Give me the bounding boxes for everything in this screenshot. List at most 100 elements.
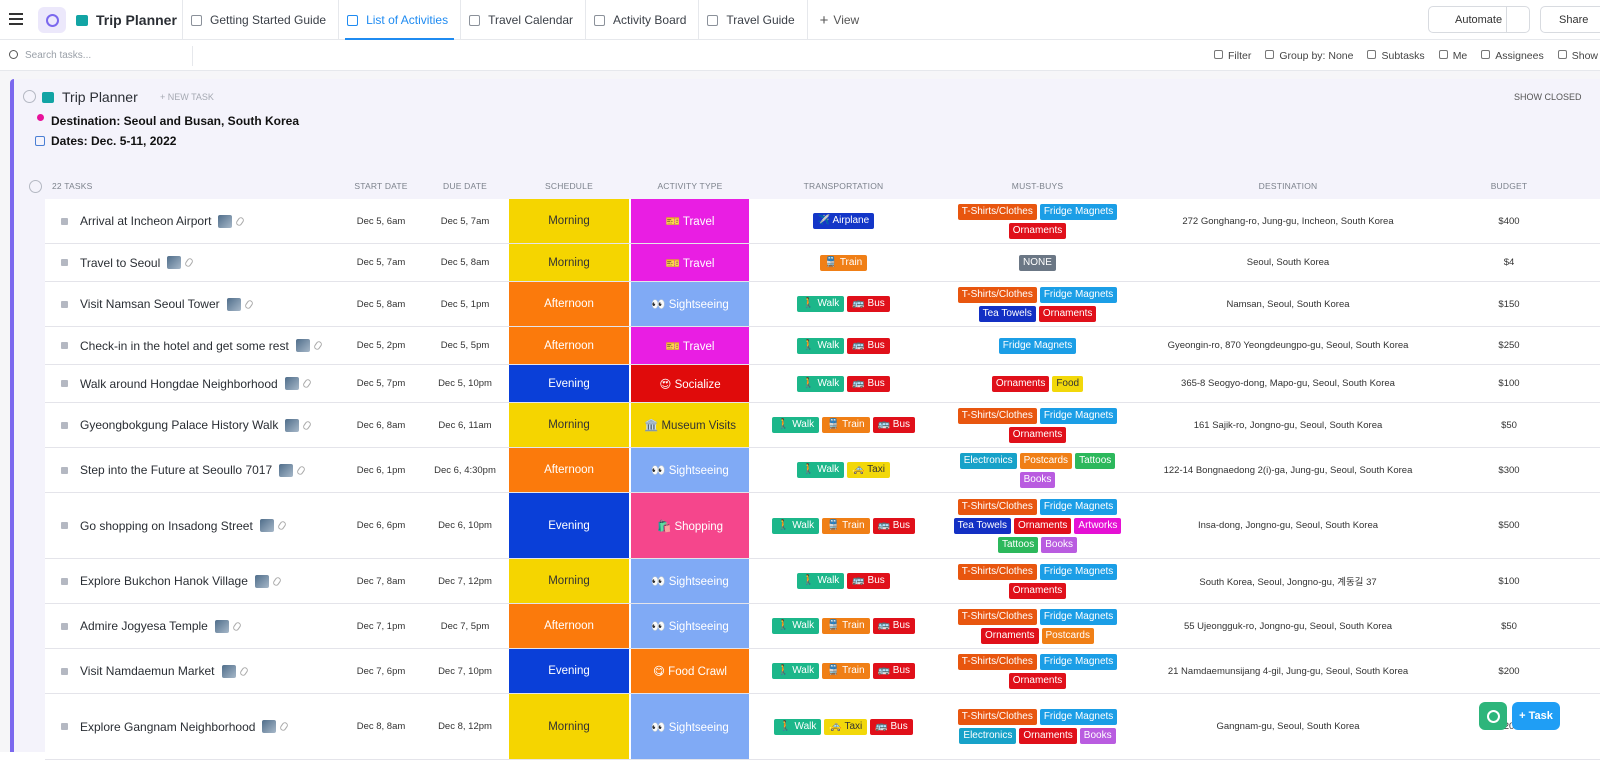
tag[interactable]: Ornaments [1019, 728, 1077, 744]
task-name[interactable]: Check-in in the hotel and get some rest [80, 338, 289, 353]
activity-cell[interactable]: 🎫 Travel [630, 244, 750, 281]
status-square[interactable] [61, 259, 68, 266]
schedule-cell[interactable]: Afternoon [508, 327, 630, 364]
tag[interactable]: 🚌 Bus [847, 375, 890, 392]
tag[interactable]: Ornaments [991, 375, 1050, 392]
task-name[interactable]: Walk around Hongdae Neighborhood [80, 376, 278, 391]
tag[interactable]: T-Shirts/Clothes [957, 286, 1037, 303]
tag[interactable]: Tattoos [997, 536, 1039, 553]
tag[interactable]: Books [1041, 536, 1078, 553]
column-header[interactable]: 22 TASKS [52, 181, 93, 191]
task-row[interactable]: Visit Namsan Seoul Tower Dec 5, 8am Dec 5,… [45, 282, 1600, 327]
status-square[interactable] [61, 300, 68, 308]
column-header[interactable]: DESTINATION [1258, 181, 1318, 191]
tag[interactable]: Ornaments [1008, 426, 1067, 443]
timer-button[interactable] [1479, 702, 1507, 730]
tag[interactable]: 🚶 Walk [797, 337, 845, 354]
task-name[interactable]: Visit Namdaemun Market [80, 664, 215, 678]
activity-cell[interactable]: 👀 Sightseeing [630, 694, 750, 759]
tag[interactable]: Artworks [1074, 517, 1122, 534]
activity-cell[interactable]: 👀 Sightseeing [630, 282, 750, 326]
tag[interactable]: 🚌 Bus [872, 663, 916, 679]
tag[interactable]: Fridge Magnets [1039, 653, 1118, 670]
schedule-cell[interactable]: Afternoon [508, 604, 630, 648]
tag[interactable]: 🚆 Train [822, 417, 870, 433]
schedule-cell[interactable]: Evening [508, 649, 630, 693]
tag[interactable]: Electronics [959, 452, 1017, 469]
tag[interactable]: Tattoos [1075, 452, 1116, 469]
add-view-button[interactable]: View [806, 0, 859, 40]
tag[interactable]: 🚶 Walk [771, 618, 820, 634]
task-name[interactable]: Visit Namsan Seoul Tower [80, 297, 220, 311]
toolbar-button[interactable]: Show [1558, 50, 1598, 62]
tag[interactable]: 🚕 Taxi [824, 718, 868, 735]
activity-cell[interactable]: 🛍️ Shopping [630, 493, 750, 558]
status-square[interactable] [61, 723, 68, 730]
task-row[interactable]: Arrival at Incheon Airport Dec 5, 6am Dec … [45, 199, 1600, 244]
tag[interactable]: Tea Towels [978, 305, 1036, 322]
schedule-cell[interactable]: Evening [508, 365, 630, 402]
status-square[interactable] [61, 577, 68, 585]
tag[interactable]: 🚌 Bus [872, 417, 916, 433]
tag[interactable]: T-Shirts/Clothes [957, 498, 1037, 515]
tag[interactable]: 🚶 Walk [797, 296, 845, 312]
schedule-cell[interactable]: Morning [508, 199, 630, 243]
group-toggle[interactable] [29, 180, 42, 193]
column-header[interactable]: SCHEDULE [545, 181, 593, 191]
tag[interactable]: 🚶 Walk [771, 417, 820, 433]
view-tab[interactable]: Getting Started Guide [182, 0, 338, 40]
task-row[interactable]: Walk around Hongdae Neighborhood Dec 5, 7… [45, 365, 1600, 403]
task-row[interactable]: Travel to Seoul Dec 5, 7am Dec 5, 8am Morni… [45, 244, 1600, 282]
tag[interactable]: ✈️ Airplane [812, 213, 875, 229]
task-row[interactable]: Gyeongbokgung Palace History Walk Dec 6, … [45, 403, 1600, 448]
tag[interactable]: Ornaments [1038, 305, 1097, 322]
tag[interactable]: Electronics [959, 728, 1017, 744]
tag[interactable]: 🚆 Train [822, 618, 870, 634]
status-square[interactable] [61, 217, 68, 225]
tag[interactable]: 🚶 Walk [771, 517, 820, 534]
activity-cell[interactable]: 🎫 Travel [630, 199, 750, 243]
view-tab[interactable]: Travel Calendar [460, 0, 585, 40]
tag[interactable]: Ornaments [1008, 582, 1067, 599]
tag[interactable]: Fridge Magnets [1039, 709, 1118, 725]
tag[interactable]: Fridge Magnets [1039, 498, 1118, 515]
tag[interactable]: T-Shirts/Clothes [957, 203, 1037, 220]
automate-button[interactable]: Automate [1428, 6, 1530, 33]
activity-cell[interactable]: 👀 Sightseeing [630, 559, 750, 603]
task-row[interactable]: Explore Bukchon Hanok Village Dec 7, 8am D… [45, 559, 1600, 604]
status-square[interactable] [61, 380, 68, 387]
tag[interactable]: 🚕 Taxi [847, 462, 890, 478]
tag[interactable]: Ornaments [1008, 672, 1067, 689]
task-name[interactable]: Admire Jogyesa Temple [80, 619, 208, 633]
task-row[interactable]: Go shopping on Insadong Street Dec 6, 6pm… [45, 493, 1600, 559]
view-tab[interactable]: Activity Board [585, 0, 698, 40]
tag[interactable]: Fridge Magnets [998, 337, 1077, 354]
app-title[interactable]: Trip Planner [76, 12, 177, 28]
search-input[interactable]: Search tasks... [25, 50, 92, 61]
tag[interactable]: Postcards [1041, 627, 1094, 644]
tag[interactable]: NONE [1019, 254, 1056, 271]
tag[interactable]: 🚌 Bus [847, 573, 890, 589]
tag[interactable]: 🚆 Train [822, 517, 870, 534]
tag[interactable]: 🚌 Bus [872, 517, 916, 534]
schedule-cell[interactable]: Afternoon [508, 448, 630, 492]
toolbar-button[interactable]: Subtasks [1367, 50, 1424, 62]
share-button[interactable]: Share [1540, 6, 1600, 33]
task-name[interactable]: Explore Gangnam Neighborhood [80, 719, 256, 734]
column-header[interactable]: START DATE [354, 181, 408, 191]
tag[interactable]: T-Shirts/Clothes [957, 563, 1037, 580]
tag[interactable]: Fridge Magnets [1039, 203, 1118, 220]
toolbar-button[interactable]: Filter [1214, 50, 1251, 62]
tag[interactable]: Books [1019, 471, 1056, 488]
tag[interactable]: Books [1079, 728, 1116, 744]
activity-cell[interactable]: 🎫 Travel [630, 327, 750, 364]
tag[interactable]: Fridge Magnets [1039, 608, 1118, 625]
tag[interactable]: T-Shirts/Clothes [957, 709, 1037, 725]
status-square[interactable] [61, 466, 68, 474]
toolbar-button[interactable]: Assignees [1481, 50, 1543, 62]
space-icon[interactable] [38, 7, 66, 33]
tag[interactable]: 🚆 Train [822, 663, 870, 679]
task-name[interactable]: Arrival at Incheon Airport [80, 214, 212, 228]
schedule-cell[interactable]: Morning [508, 403, 630, 447]
tag[interactable]: 🚌 Bus [847, 337, 890, 354]
